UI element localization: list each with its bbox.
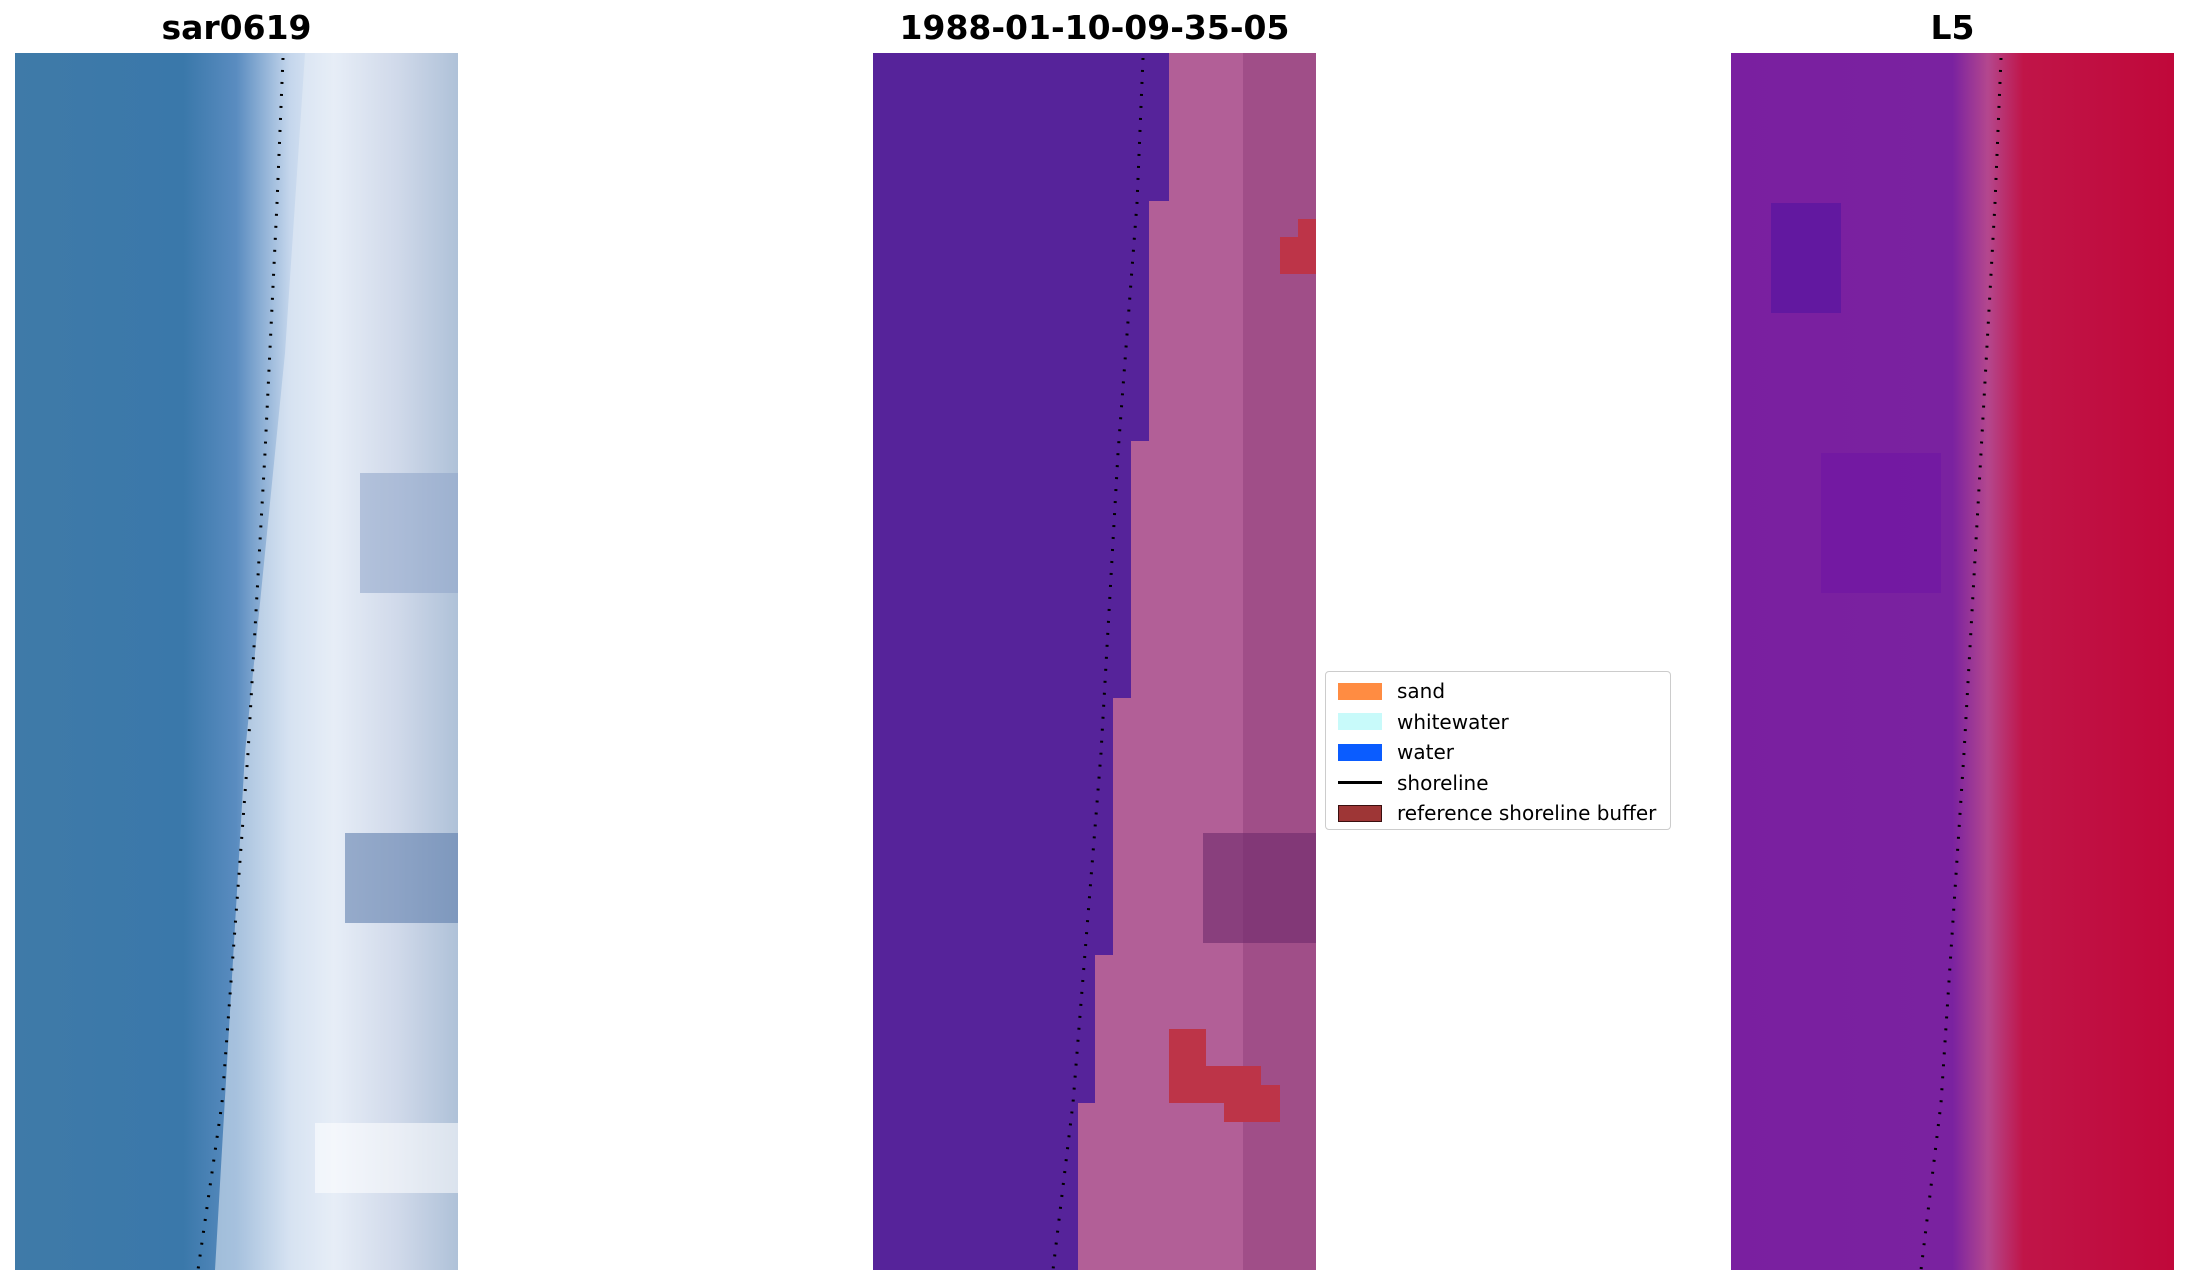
classification-panel <box>873 53 1316 1270</box>
legend-swatch-whitewater <box>1338 713 1382 731</box>
legend: sand whitewater water shoreline referenc… <box>1325 671 1671 830</box>
water-region <box>873 53 1169 1270</box>
buffer-region-bottom <box>1169 1029 1280 1122</box>
legend-item-reference-buffer: reference shoreline buffer <box>1332 798 1664 829</box>
legend-swatch-reference-buffer <box>1338 804 1382 822</box>
legend-label: shoreline <box>1397 770 1489 795</box>
legend-item-sand: sand <box>1332 676 1664 707</box>
legend-label: water <box>1397 740 1454 765</box>
buffer-region-top <box>1206 219 1316 274</box>
legend-item-shoreline: shoreline <box>1332 768 1664 799</box>
legend-swatch-water <box>1338 743 1382 761</box>
shoreline-trace <box>1919 57 2003 1270</box>
rgb-image-panel <box>15 53 458 1270</box>
rgb-image <box>15 53 458 1270</box>
legend-item-whitewater: whitewater <box>1332 707 1664 738</box>
legend-swatch-sand <box>1338 682 1382 700</box>
shoreline-trace <box>196 57 285 1270</box>
legend-label: sand <box>1397 679 1446 704</box>
panel-title-date: 1988-01-10-09-35-05 <box>899 8 1290 47</box>
index-image <box>1731 53 2174 1270</box>
panel-title-sensor: L5 <box>1930 8 1975 47</box>
shoreline-trace <box>1051 57 1145 1270</box>
legend-line-shoreline <box>1338 781 1382 785</box>
panel-title-rgb: sar0619 <box>161 8 312 47</box>
index-panel <box>1731 53 2174 1270</box>
legend-label: whitewater <box>1397 709 1509 734</box>
legend-label: reference shoreline buffer <box>1397 801 1657 826</box>
legend-item-water: water <box>1332 737 1664 768</box>
classification-image <box>873 53 1316 1270</box>
